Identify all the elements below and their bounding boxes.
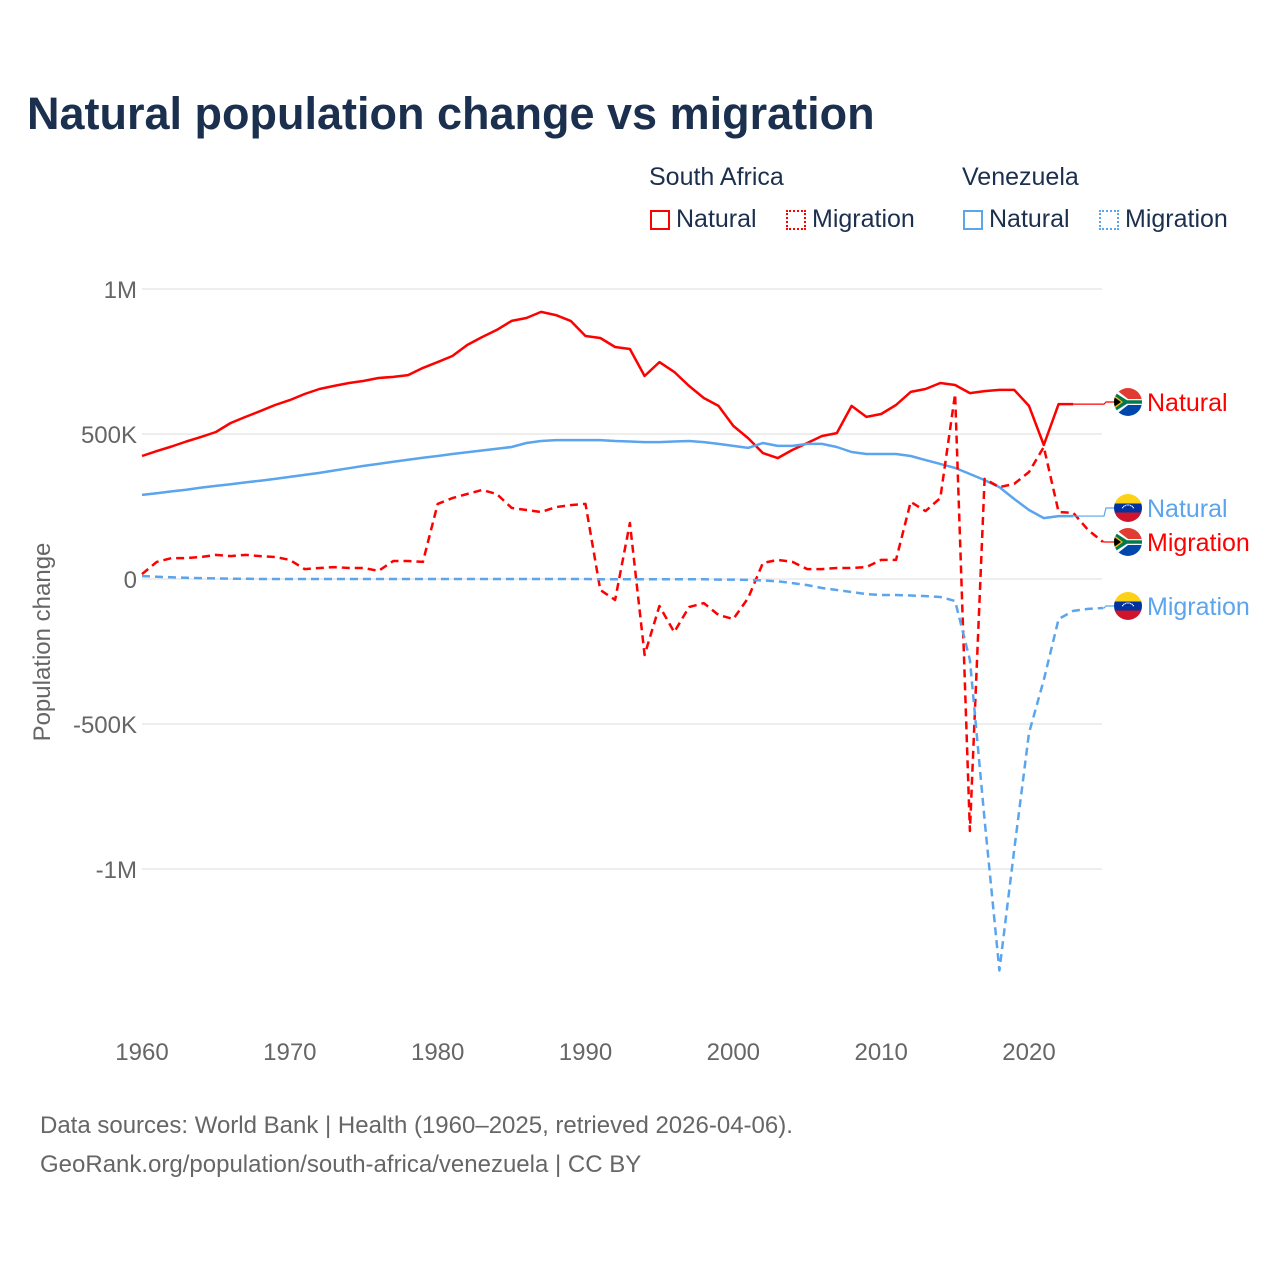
chart-title: Natural population change vs migration xyxy=(27,88,875,139)
legend-group-venezuela: Venezuela xyxy=(962,163,1079,191)
y-axis-title: Population change xyxy=(29,543,56,742)
flag-star xyxy=(1126,504,1128,506)
legend-group-south-africa: South Africa xyxy=(649,163,784,191)
y-tick-label: -500K xyxy=(73,712,137,739)
x-tick-label: 2010 xyxy=(854,1039,907,1066)
flag-star xyxy=(1132,605,1135,607)
flag-star xyxy=(1123,505,1125,508)
x-tick-label: 2000 xyxy=(707,1039,760,1066)
flag-blue xyxy=(1114,601,1142,611)
flag-green xyxy=(1114,532,1142,552)
venezuela-flag-icon xyxy=(1114,592,1142,620)
legend-item-ve-migration[interactable]: Migration xyxy=(1099,205,1228,234)
label-connector xyxy=(1073,507,1114,517)
y-tick-label: -1M xyxy=(96,857,137,884)
flag-clip xyxy=(1114,388,1142,416)
south-africa-flag-icon xyxy=(1114,388,1142,416)
flag-star xyxy=(1121,507,1124,509)
flag-star xyxy=(1126,602,1128,604)
series-line-venezuela-natural xyxy=(141,438,1074,520)
flag-star xyxy=(1130,504,1132,507)
flag-clip xyxy=(1114,494,1142,522)
end-label: Natural xyxy=(1147,495,1228,523)
series-line-south-africa-natural xyxy=(141,310,1074,460)
x-tick-label: 1990 xyxy=(559,1039,612,1066)
footer: Data sources: World Bank | Health (1960–… xyxy=(40,1106,793,1184)
flag-blue xyxy=(1114,503,1142,513)
flag-star xyxy=(1130,602,1132,605)
legend-label: Migration xyxy=(1125,205,1228,233)
end-label: Natural xyxy=(1147,389,1228,417)
flag-star xyxy=(1124,504,1126,507)
flag-clip xyxy=(1114,592,1142,620)
footer-link[interactable]: GeoRank.org/population/south-africa/vene… xyxy=(40,1151,642,1178)
legend-swatch-solid-blue xyxy=(963,209,983,230)
x-tick-label: 1970 xyxy=(263,1039,316,1066)
y-tick-label: 1M xyxy=(104,277,137,304)
flag-star xyxy=(1124,602,1126,605)
end-label: Migration xyxy=(1147,529,1250,557)
venezuela-flag-icon xyxy=(1114,494,1142,522)
flag-yellow xyxy=(1114,494,1142,504)
legend-label: Migration xyxy=(812,205,915,233)
legend-swatch-dotted-blue xyxy=(1099,209,1119,230)
flag-clip xyxy=(1114,528,1142,556)
y-tick-label: 0 xyxy=(124,567,137,594)
end-label: Migration xyxy=(1147,593,1250,621)
flag-black xyxy=(1114,397,1121,407)
label-connector xyxy=(1073,401,1114,405)
flag-star xyxy=(1123,603,1125,606)
y-tick-label: 500K xyxy=(81,422,137,449)
flag-black xyxy=(1114,537,1121,547)
flag-yellow xyxy=(1114,592,1142,602)
x-tick-label: 1960 xyxy=(115,1039,168,1066)
footer-sources: Data sources: World Bank | Health (1960–… xyxy=(40,1112,793,1139)
flag-star xyxy=(1132,507,1135,509)
flag-red xyxy=(1114,512,1142,522)
flag-star xyxy=(1121,605,1124,607)
legend-item-sa-natural[interactable]: Natural xyxy=(650,205,757,234)
south-africa-flag-icon xyxy=(1114,528,1142,556)
series-line-south-africa-migration xyxy=(141,392,1104,833)
x-tick-label: 2020 xyxy=(1002,1039,1055,1066)
label-connector xyxy=(1102,605,1114,609)
series-line-venezuela-migration xyxy=(141,574,1103,972)
legend-label: Natural xyxy=(676,205,757,233)
legend-swatch-solid-red xyxy=(650,209,670,230)
flag-star xyxy=(1128,602,1130,604)
flag-star xyxy=(1128,504,1130,506)
flag-red xyxy=(1114,610,1142,620)
x-tick-label: 1980 xyxy=(411,1039,464,1066)
legend-item-sa-migration[interactable]: Migration xyxy=(786,205,915,234)
flag-star xyxy=(1131,505,1133,508)
legend-label: Natural xyxy=(989,205,1070,233)
flag-star xyxy=(1131,603,1133,606)
flag-green xyxy=(1114,392,1142,412)
legend-item-ve-natural[interactable]: Natural xyxy=(963,205,1070,234)
legend-swatch-dotted-red xyxy=(786,209,806,230)
